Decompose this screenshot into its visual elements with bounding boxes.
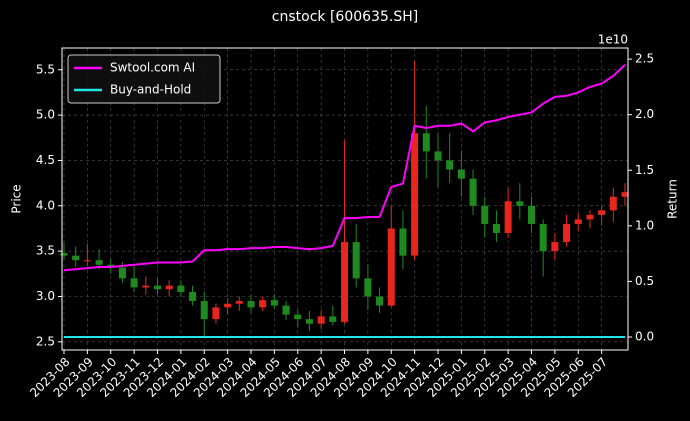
y2-tick-label: 1.0 (635, 218, 654, 232)
legend-label: Swtool.com AI (110, 61, 195, 75)
y2-tick-label: 0.0 (635, 329, 654, 343)
candle-body (574, 219, 582, 224)
candle-body (340, 242, 349, 322)
candle-body (598, 210, 606, 215)
candle-body (527, 205, 536, 224)
y-tick-label: 3.5 (36, 244, 55, 258)
candle-body (72, 255, 80, 261)
candle-body (586, 214, 594, 220)
y-tick-label: 5.5 (36, 62, 55, 76)
plot-frame (61, 47, 629, 351)
legend: Swtool.com AI Buy-and-Hold (67, 54, 221, 104)
candle-body (563, 223, 571, 243)
candle-body (60, 252, 68, 256)
y2-tick-label: 2.5 (635, 52, 654, 66)
candle-body (422, 133, 430, 152)
candle-body (434, 151, 442, 161)
y2-axis-label: Return (666, 179, 680, 219)
candle-body (516, 201, 524, 206)
candle-body (317, 316, 325, 324)
candle-body (189, 291, 197, 302)
legend-box (67, 54, 221, 104)
y2-tick-label: 0.5 (635, 274, 654, 288)
candle-body (539, 223, 547, 252)
candle-body (504, 201, 512, 234)
candle-body (165, 285, 173, 290)
candle-body (399, 228, 407, 256)
series-line (63, 63, 626, 272)
candle-body (95, 260, 103, 265)
y-axis-label: Price (10, 184, 24, 213)
y2-offset: 1e10 (598, 33, 628, 47)
candle-body (621, 192, 629, 197)
y2-tick-label: 2.0 (635, 107, 654, 121)
candle-body (247, 301, 255, 308)
candle-body (130, 278, 138, 288)
y-tick-label: 3.0 (36, 289, 55, 303)
candle-body (446, 160, 454, 170)
y2-tick-label: 1.5 (635, 163, 654, 177)
candle-body (469, 178, 477, 206)
legend-label: Buy-and-Hold (110, 83, 191, 97)
candle-body (551, 242, 559, 252)
candle-body (83, 260, 91, 262)
candle-body (387, 228, 395, 306)
candle-body (352, 242, 360, 279)
candle-body (305, 319, 313, 324)
y-tick-label: 5.0 (36, 108, 55, 122)
candle-body (200, 301, 208, 320)
candle-body (177, 285, 185, 292)
candle-body (118, 267, 126, 279)
candle-body (235, 301, 243, 304)
candle-body (153, 285, 162, 290)
candle-body (481, 205, 489, 224)
candle-body (282, 305, 290, 315)
candle-body (270, 300, 278, 306)
candle-body (364, 278, 372, 297)
candle-body (457, 169, 465, 179)
y-tick-label: 4.0 (36, 198, 55, 212)
candle-body (609, 196, 617, 211)
y-tick-label: 2.5 (36, 334, 55, 348)
candle-body (294, 314, 302, 320)
candle-body (492, 223, 500, 234)
candle-body (224, 303, 232, 308)
candle-body (212, 307, 220, 320)
candle-body (142, 285, 150, 288)
candle-body (376, 296, 384, 306)
candle-body (329, 316, 337, 322)
candle-body (411, 133, 419, 256)
candle-body (259, 300, 267, 308)
chart-title: cnstock [600635.SH] (272, 9, 418, 25)
y-tick-label: 4.5 (36, 153, 55, 167)
